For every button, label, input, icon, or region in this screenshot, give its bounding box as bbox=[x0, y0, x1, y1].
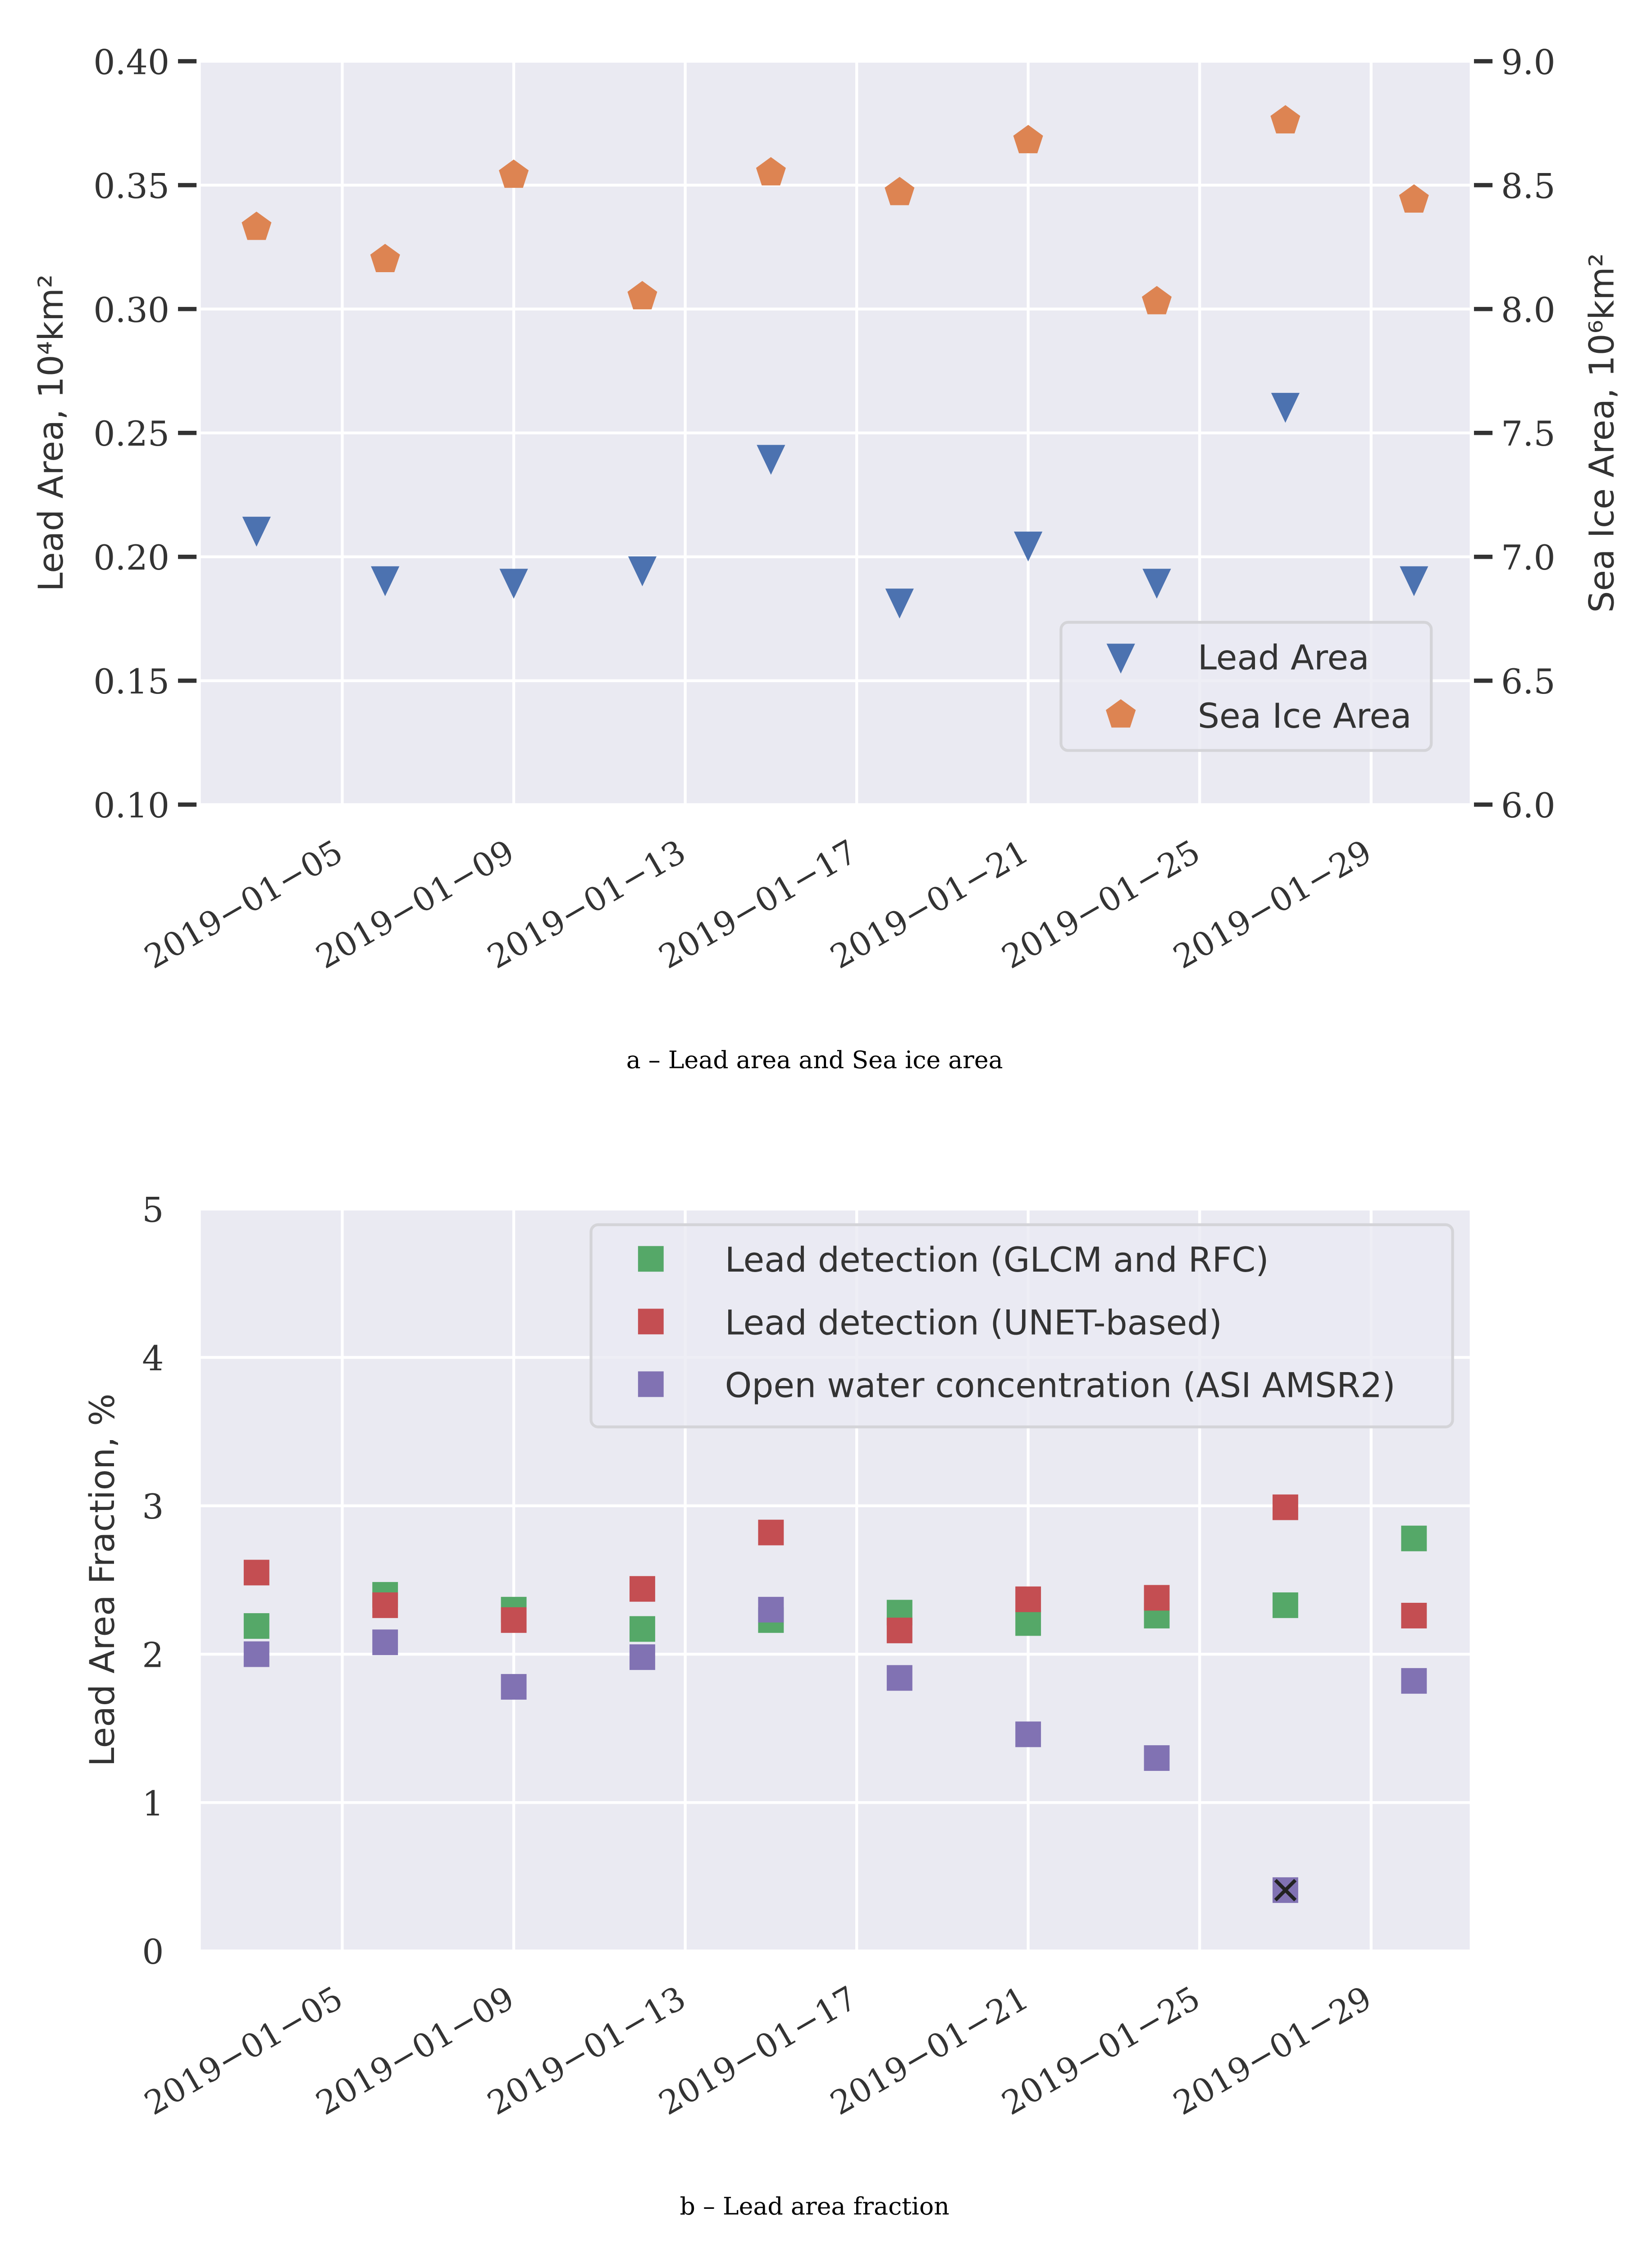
y2-tick-label: 8.5 bbox=[1501, 166, 1556, 206]
figure-caption: b – Lead area fraction bbox=[680, 2192, 949, 2220]
data-point-lead-detection-unet-based bbox=[758, 1519, 784, 1546]
data-point-lead-detection-unet-based bbox=[886, 1617, 913, 1643]
data-point-lead-area bbox=[757, 445, 785, 475]
data-point-sea-ice-area bbox=[499, 159, 529, 188]
data-point-sea-ice-area bbox=[1141, 286, 1172, 315]
y2-axis-label: Sea Ice Area, 10⁶km² bbox=[1582, 253, 1622, 613]
data-point-lead-detection-glcm-and-rfc bbox=[1401, 1525, 1427, 1551]
data-point-lead-detection-glcm-and-rfc bbox=[243, 1613, 269, 1639]
legend-marker bbox=[1106, 699, 1136, 728]
chart-lead-area-fraction: 0123452019−01−052019−01−092019−01−132019… bbox=[82, 1190, 1470, 2220]
data-point-lead-area bbox=[1271, 392, 1300, 423]
x-marker bbox=[1274, 1879, 1297, 1902]
data-point-lead-area bbox=[1142, 569, 1171, 599]
legend-label: Lead detection (GLCM and RFC) bbox=[725, 1240, 1269, 1280]
data-point-lead-area bbox=[1014, 531, 1043, 562]
y-tick-label: 0.25 bbox=[93, 414, 169, 454]
y-tick-label: 0 bbox=[142, 1932, 164, 1972]
data-point-lead-area bbox=[628, 556, 657, 587]
data-point-open-water-concentration-asi-amsr2 bbox=[1144, 1745, 1170, 1771]
data-point-lead-detection-glcm-and-rfc bbox=[1015, 1610, 1041, 1636]
legend-marker bbox=[638, 1246, 664, 1272]
data-point-lead-detection-unet-based bbox=[1272, 1494, 1298, 1520]
legend: Lead detection (GLCM and RFC) Lead detect… bbox=[589, 1223, 1454, 1428]
data-point-lead-detection-unet-based bbox=[243, 1560, 269, 1586]
x-marker-stroke bbox=[1274, 1879, 1297, 1902]
data-point-lead-area bbox=[1400, 566, 1428, 597]
legend-box bbox=[589, 1223, 1454, 1428]
data-point-open-water-concentration-asi-amsr2 bbox=[372, 1629, 398, 1656]
data-point-lead-area bbox=[885, 588, 914, 619]
y-tick-label: 0.15 bbox=[93, 662, 169, 702]
data-point-open-water-concentration-asi-amsr2 bbox=[886, 1665, 913, 1691]
y-tick-label: 0.30 bbox=[93, 290, 169, 330]
y2-tick-label: 6.5 bbox=[1501, 662, 1556, 702]
data-point-open-water-concentration-asi-amsr2 bbox=[758, 1596, 784, 1623]
y2-tick-label: 9.0 bbox=[1501, 42, 1556, 82]
data-point-sea-ice-area bbox=[1013, 125, 1043, 154]
y-tick-label: 0.40 bbox=[93, 42, 169, 82]
data-point-sea-ice-area bbox=[885, 177, 915, 205]
legend: Lead Area Sea Ice Area bbox=[1059, 620, 1433, 752]
legend-label: Sea Ice Area bbox=[1198, 696, 1412, 736]
data-point-lead-area bbox=[371, 566, 400, 597]
legend-label: Open water concentration (ASI AMSR2) bbox=[725, 1365, 1396, 1405]
legend-marker bbox=[638, 1371, 664, 1397]
figure-caption: a – Lead area and Sea ice area bbox=[626, 1045, 1003, 1074]
legend-label: Lead Area bbox=[1198, 638, 1369, 677]
legend-marker bbox=[1106, 643, 1135, 674]
data-point-lead-detection-unet-based bbox=[1015, 1586, 1041, 1612]
data-point-sea-ice-area bbox=[1270, 105, 1301, 134]
legend-box bbox=[1059, 620, 1433, 752]
data-point-open-water-concentration-asi-amsr2 bbox=[501, 1674, 527, 1700]
chart-lead-and-sea-ice-area: 0.10 0.15 0.20 0.25 0.30 0.35 0.40 6.0 6.5 7.0 7.5… bbox=[31, 42, 1622, 1074]
y-tick-label: 0.20 bbox=[93, 538, 169, 578]
data-point-lead-detection-unet-based bbox=[1401, 1603, 1427, 1628]
data-point-sea-ice-area bbox=[370, 244, 400, 272]
legend-label: Lead detection (UNET-based) bbox=[725, 1303, 1222, 1342]
data-point-lead-detection-unet-based bbox=[501, 1607, 527, 1633]
y-tick-label: 2 bbox=[142, 1636, 164, 1675]
y2-tick-label: 7.5 bbox=[1501, 414, 1556, 454]
y2-tick-label: 8.0 bbox=[1501, 290, 1556, 330]
data-point-lead-area bbox=[499, 569, 528, 599]
y-tick-label: 0.35 bbox=[93, 166, 169, 206]
data-point-open-water-concentration-asi-amsr2 bbox=[243, 1641, 269, 1667]
data-point-lead-detection-glcm-and-rfc bbox=[1272, 1592, 1298, 1618]
data-point-sea-ice-area bbox=[1399, 184, 1429, 213]
y-tick-label: 5 bbox=[142, 1190, 164, 1230]
data-point-sea-ice-area bbox=[627, 281, 657, 310]
y2-tick-label: 7.0 bbox=[1501, 538, 1556, 578]
data-point-sea-ice-area bbox=[242, 211, 272, 240]
y-axis-label: Lead Area Fraction, % bbox=[82, 1394, 122, 1767]
y-tick-label: 1 bbox=[142, 1784, 164, 1824]
data-point-lead-detection-unet-based bbox=[372, 1592, 398, 1618]
y-tick-label: 0.10 bbox=[93, 786, 169, 825]
y-axis-label: Lead Area, 10⁴km² bbox=[31, 274, 71, 592]
data-point-open-water-concentration-asi-amsr2 bbox=[1015, 1721, 1041, 1747]
y2-tick-label: 6.0 bbox=[1501, 786, 1556, 825]
y-tick-label: 3 bbox=[142, 1487, 164, 1527]
data-point-lead-detection-unet-based bbox=[630, 1576, 655, 1602]
data-point-lead-detection-glcm-and-rfc bbox=[630, 1616, 655, 1642]
data-point-sea-ice-area bbox=[756, 157, 786, 186]
data-point-open-water-concentration-asi-amsr2 bbox=[630, 1644, 655, 1670]
data-point-lead-detection-unet-based bbox=[1144, 1585, 1170, 1611]
y-tick-label: 4 bbox=[142, 1339, 164, 1378]
data-point-open-water-concentration-asi-amsr2 bbox=[1401, 1668, 1427, 1694]
data-point-lead-area bbox=[242, 516, 271, 547]
legend-marker bbox=[638, 1309, 664, 1335]
